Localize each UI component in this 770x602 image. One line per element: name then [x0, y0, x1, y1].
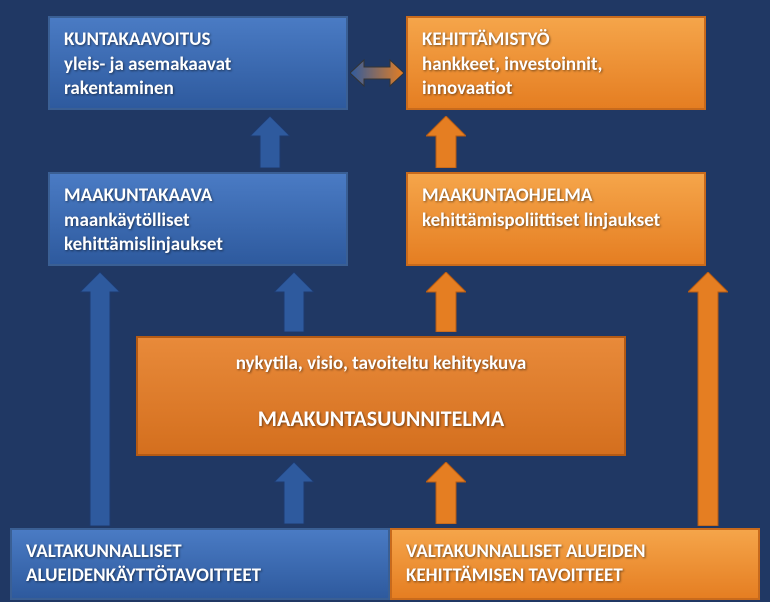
box-maakuntasuunnitelma: nykytila, visio, tavoiteltu kehityskuva …	[136, 336, 626, 456]
bottom-line1: VALTAKUNNALLISET	[26, 540, 374, 564]
bottom-line1: VALTAKUNNALLISET ALUEIDEN	[406, 540, 744, 564]
arrow-up-blue-1	[250, 116, 290, 168]
arrow-up-blue-tall-left	[80, 272, 120, 526]
box-title: KUNTAKAAVOITUS	[64, 28, 332, 53]
arrow-up-orange-tall-right	[688, 272, 728, 526]
box-subtitle: hankkeet, investoinnit, innovaatiot	[422, 53, 690, 102]
arrow-up-blue-3	[274, 462, 314, 524]
box-subtitle: maankäytölliset kehittämislinjaukset	[64, 209, 332, 258]
bottom-line2: KEHITTÄMISEN TAVOITTEET	[406, 564, 744, 588]
arrow-up-orange-3	[426, 462, 466, 524]
bottom-line2: ALUEIDENKÄYTTÖTAVOITTEET	[26, 564, 374, 588]
box-subtitle: yleis- ja asemakaavat rakentaminen	[64, 53, 332, 102]
box-valtakunnalliset-kehittamisen: VALTAKUNNALLISET ALUEIDEN KEHITTÄMISEN T…	[390, 528, 760, 600]
arrow-up-orange-1	[426, 116, 466, 168]
box-maakuntakaava: MAAKUNTAKAAVA maankäytölliset kehittämis…	[48, 172, 348, 266]
arrow-up-blue-2	[274, 272, 314, 332]
box-maakuntaohjelma: MAAKUNTAOHJELMA kehittämispoliittiset li…	[406, 172, 706, 266]
box-subtitle: kehittämispoliittiset linjaukset	[422, 209, 690, 234]
bottom-row: VALTAKUNNALLISET ALUEIDENKÄYTTÖTAVOITTEE…	[10, 528, 760, 600]
box-valtakunnalliset-alueidenkaytto: VALTAKUNNALLISET ALUEIDENKÄYTTÖTAVOITTEE…	[10, 528, 390, 600]
box-title: MAAKUNTAOHJELMA	[422, 184, 690, 209]
arrow-horizontal-bidirectional	[350, 58, 404, 88]
box-title: KEHITTÄMISTYÖ	[422, 28, 690, 53]
arrow-up-orange-2	[426, 272, 466, 332]
center-line1: nykytila, visio, tavoiteltu kehityskuva	[152, 352, 610, 377]
box-kuntakaavoitus: KUNTAKAAVOITUS yleis- ja asemakaavat rak…	[48, 16, 348, 110]
box-kehittamistyo: KEHITTÄMISTYÖ hankkeet, investoinnit, in…	[406, 16, 706, 110]
center-line2: MAAKUNTASUUNNITELMA	[152, 405, 610, 434]
box-title: MAAKUNTAKAAVA	[64, 184, 332, 209]
